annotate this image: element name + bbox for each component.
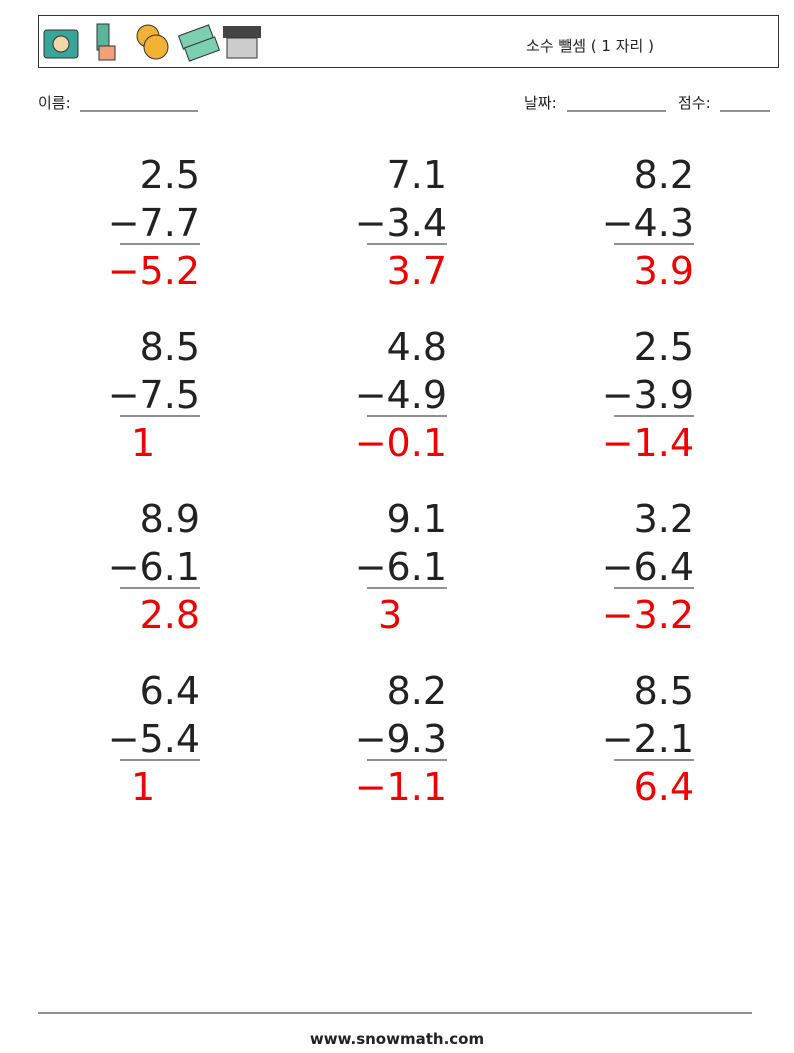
minuend: 8.2 — [387, 669, 447, 713]
subtrahend: −4.9 — [355, 373, 447, 417]
minuend: 8.5 — [140, 325, 200, 369]
subtrahend: −3.4 — [355, 201, 447, 245]
header-box — [38, 15, 779, 68]
answer: −0.1 — [355, 421, 447, 465]
footer-site: www.snowmath.com — [310, 1030, 484, 1048]
title: 소수 뺄셈 ( 1 자리 ) — [526, 37, 654, 55]
score-label: 점수: — [678, 94, 711, 112]
answer: 3 — [378, 593, 402, 637]
answer: −1.1 — [355, 765, 447, 809]
minuend: 9.1 — [387, 497, 447, 541]
name-label: 이름: — [38, 94, 71, 112]
answer: −1.4 — [602, 421, 694, 465]
subtrahend: −6.1 — [355, 545, 447, 589]
subtrahend: −9.3 — [355, 717, 447, 761]
answer: 3.9 — [634, 249, 694, 293]
minuend: 8.5 — [634, 669, 694, 713]
minuend: 4.8 — [387, 325, 447, 369]
answer: −3.2 — [602, 593, 694, 637]
minuend: 6.4 — [140, 669, 200, 713]
header-icons — [43, 23, 261, 62]
subtrahend: −5.4 — [108, 717, 200, 761]
minuend: 3.2 — [634, 497, 694, 541]
answer: −5.2 — [108, 249, 200, 293]
subtrahend: −2.1 — [602, 717, 694, 761]
minuend: 7.1 — [387, 153, 447, 197]
subtrahend: −7.7 — [108, 201, 200, 245]
minuend: 8.9 — [140, 497, 200, 541]
minuend: 8.2 — [634, 153, 694, 197]
subtrahend: −4.3 — [602, 201, 694, 245]
answer: 3.7 — [387, 249, 447, 293]
subtrahend: −7.5 — [108, 373, 200, 417]
subtrahend: −3.9 — [602, 373, 694, 417]
answer: 1 — [131, 765, 155, 809]
answer: 1 — [131, 421, 155, 465]
answer: 2.8 — [140, 593, 200, 637]
answer: 6.4 — [634, 765, 694, 809]
minuend: 2.5 — [634, 325, 694, 369]
date-label: 날짜: — [524, 94, 557, 112]
subtrahend: −6.4 — [602, 545, 694, 589]
minuend: 2.5 — [140, 153, 200, 197]
subtrahend: −6.1 — [108, 545, 200, 589]
